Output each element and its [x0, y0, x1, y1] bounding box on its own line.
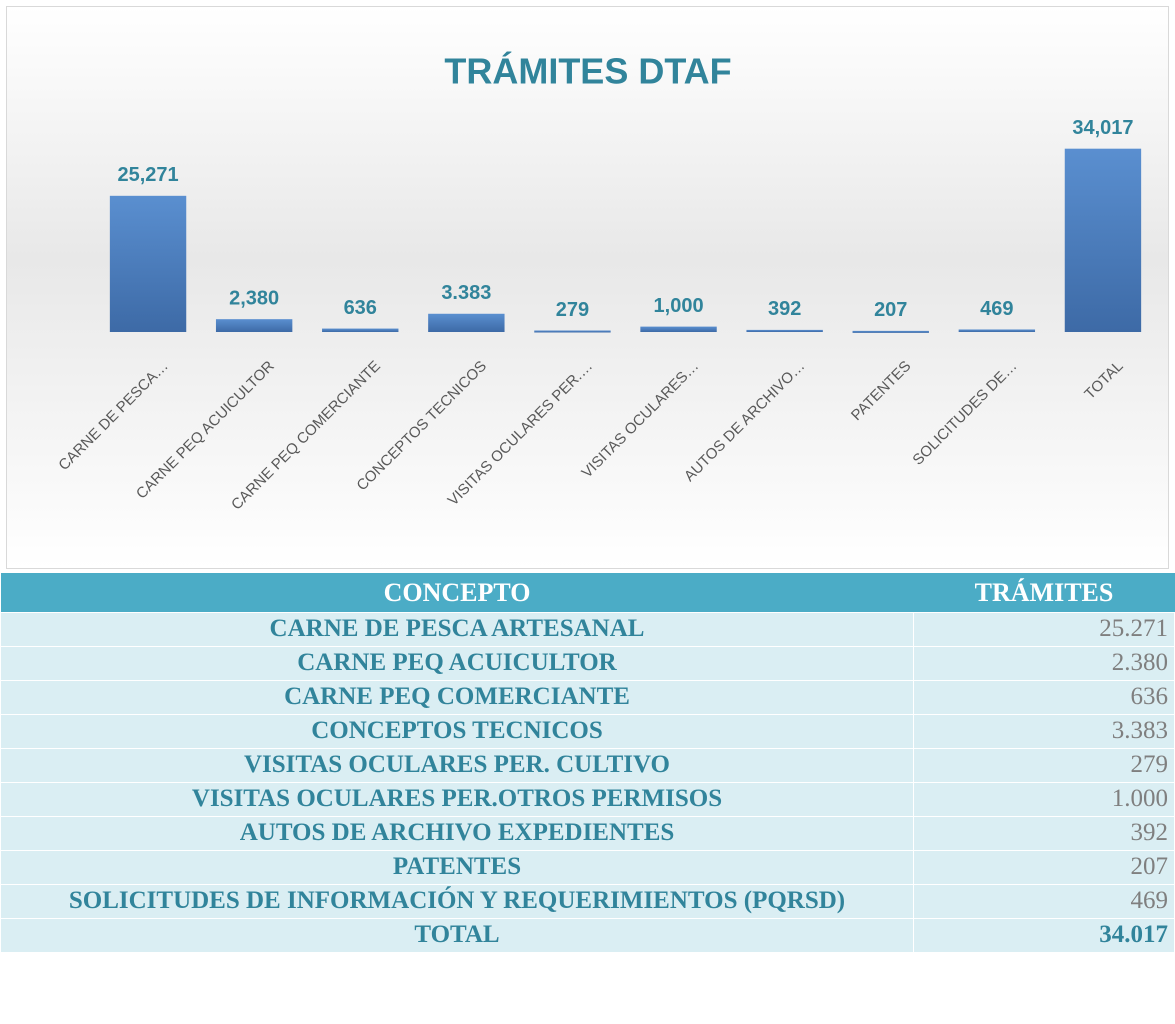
count-cell: 2.380: [913, 646, 1175, 681]
bar: [958, 329, 1036, 332]
bar: [109, 195, 187, 332]
table-row: SOLICITUDES DE INFORMACIÓN Y REQUERIMIEN…: [0, 884, 1175, 919]
table-row: CONCEPTOS TECNICOS 3.383: [0, 714, 1175, 749]
concept-cell: PATENTES: [0, 850, 914, 885]
count-cell: 279: [913, 748, 1175, 783]
value-label: 2,380: [229, 287, 279, 309]
value-label: 207: [874, 299, 907, 321]
header-row: CONCEPTO TRÁMITES: [0, 573, 1175, 613]
bar: [640, 326, 717, 332]
count-cell: 636: [913, 680, 1175, 715]
count-cell: 34.017: [913, 918, 1175, 953]
concept-cell: CARNE PEQ ACUICULTOR: [0, 646, 914, 681]
value-label: 469: [980, 298, 1013, 320]
value-label: 25,271: [117, 164, 178, 186]
value-label: 636: [344, 297, 377, 319]
concept-cell: SOLICITUDES DE INFORMACIÓN Y REQUERIMIEN…: [0, 884, 914, 919]
value-label: 392: [768, 298, 801, 320]
data-table: CONCEPTO TRÁMITES CARNE DE PESCA ARTESANAL…: [0, 573, 1175, 953]
value-label: 279: [556, 299, 589, 321]
bar: [215, 319, 293, 332]
table-row: CARNE PEQ COMERCIANTE 636: [0, 680, 1175, 715]
count-cell: 3.383: [913, 714, 1175, 749]
bar: [852, 330, 929, 333]
count-cell: 25.271: [913, 612, 1175, 647]
header-cell: TRÁMITES: [913, 573, 1175, 613]
chart-title: TRÁMITES DTAF: [444, 51, 731, 92]
count-cell: 1.000: [913, 782, 1175, 817]
table-row: AUTOS DE ARCHIVO EXPEDIENTES 392: [0, 816, 1175, 851]
concept-cell: TOTAL: [0, 918, 914, 953]
concept-cell: CONCEPTOS TECNICOS: [0, 714, 914, 749]
bar: [322, 328, 399, 332]
table-row: CARNE PEQ ACUICULTOR 2.380: [0, 646, 1175, 681]
table-row: VISITAS OCULARES PER.OTROS PERMISOS 1.000: [0, 782, 1175, 817]
table-row: CARNE DE PESCA ARTESANAL 25.271: [0, 612, 1175, 647]
bar: [428, 313, 505, 332]
count-cell: 392: [913, 816, 1175, 851]
value-label: 3.383: [441, 282, 491, 304]
count-cell: 469: [913, 884, 1175, 919]
table-row: PATENTES 207: [0, 850, 1175, 885]
table-row: TOTAL 34.017: [0, 918, 1175, 953]
chart-frame: [6, 6, 1169, 569]
concept-cell: CARNE PEQ COMERCIANTE: [0, 680, 914, 715]
value-label: 1,000: [654, 295, 704, 317]
bar: [534, 330, 611, 333]
header-cell: CONCEPTO: [0, 573, 914, 613]
bar: [1064, 148, 1142, 332]
concept-cell: CARNE DE PESCA ARTESANAL: [0, 612, 914, 647]
table-row: VISITAS OCULARES PER. CULTIVO 279: [0, 748, 1175, 783]
count-cell: 207: [913, 850, 1175, 885]
concept-cell: AUTOS DE ARCHIVO EXPEDIENTES: [0, 816, 914, 851]
bar: [746, 329, 823, 332]
value-label: 34,017: [1072, 117, 1133, 139]
concept-cell: VISITAS OCULARES PER.OTROS PERMISOS: [0, 782, 914, 817]
concept-cell: VISITAS OCULARES PER. CULTIVO: [0, 748, 914, 783]
